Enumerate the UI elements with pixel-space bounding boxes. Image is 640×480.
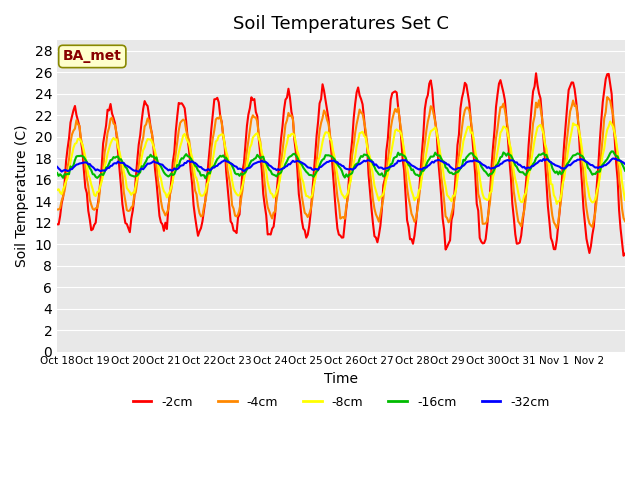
-8cm [553,201,561,207]
Line: -8cm: -8cm [57,121,625,204]
Line: -16cm: -16cm [57,151,625,178]
-2cm [532,71,540,76]
-32cm [621,161,629,167]
-16cm [621,168,629,174]
-16cm [53,170,61,176]
-16cm [620,164,627,170]
-8cm [53,187,61,193]
-2cm [53,221,61,227]
-32cm [347,166,355,172]
-16cm [202,175,209,181]
-4cm [604,94,611,100]
-2cm [618,239,626,245]
-4cm [553,225,561,231]
-16cm [347,171,355,177]
-32cm [460,163,467,168]
X-axis label: Time: Time [324,372,358,386]
-8cm [606,119,614,124]
-4cm [72,117,80,123]
-4cm [458,125,466,131]
Line: -32cm: -32cm [57,158,625,172]
Legend: -2cm, -4cm, -8cm, -16cm, -32cm: -2cm, -4cm, -8cm, -16cm, -32cm [127,391,555,414]
-16cm [90,171,98,177]
-32cm [609,156,617,161]
-4cm [53,206,61,212]
-8cm [543,145,550,151]
-2cm [90,222,98,228]
-2cm [346,171,353,177]
-2cm [621,251,629,257]
-2cm [72,112,80,118]
Line: -2cm: -2cm [57,73,625,256]
-4cm [621,218,629,224]
-32cm [72,162,80,168]
-16cm [544,156,552,162]
-32cm [620,160,627,166]
-32cm [544,157,552,163]
-8cm [72,140,80,146]
-8cm [90,192,98,198]
Line: -4cm: -4cm [57,97,625,228]
-16cm [460,157,467,163]
-4cm [346,185,353,191]
-8cm [346,182,353,188]
Title: Soil Temperatures Set C: Soil Temperatures Set C [233,15,449,33]
-16cm [608,148,616,154]
-8cm [620,188,627,194]
-2cm [458,96,466,101]
-2cm [544,204,552,209]
-4cm [620,215,627,221]
-32cm [53,164,61,170]
-2cm [620,253,627,259]
Y-axis label: Soil Temperature (C): Soil Temperature (C) [15,125,29,267]
-32cm [90,166,98,171]
-4cm [543,156,550,162]
-8cm [621,197,629,203]
-4cm [90,207,98,213]
-32cm [135,169,143,175]
-8cm [458,149,466,155]
Text: BA_met: BA_met [63,49,122,63]
-16cm [72,154,80,159]
